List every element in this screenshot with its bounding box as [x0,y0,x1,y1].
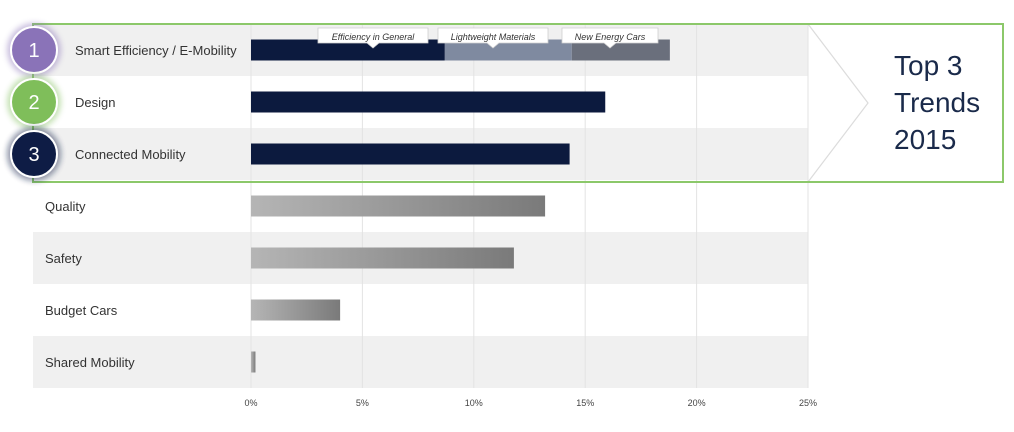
bar-segment-lightweight-materials [444,39,572,61]
title-line: Trends [894,87,980,118]
rank-number: 1 [28,40,39,62]
bar-quality [251,195,546,217]
bar-shared-mobility [251,351,256,373]
callout-bubble [437,27,549,49]
bar-segment-efficiency-in-general [251,39,445,61]
category-label: Budget Cars [45,303,118,318]
title-line: Top 3 [894,50,963,81]
rank-badge [10,78,58,126]
rank-number: 3 [28,144,39,166]
bar-connected-mobility [251,143,570,165]
bar-safety [251,247,514,269]
rank-badge [10,130,58,178]
category-label: Connected Mobility [75,147,186,162]
top3-highlight: Top 3 Trends 2015 1 2 3 [7,23,1004,183]
bar-segment-new-energy-cars [571,39,670,61]
bars [251,39,670,373]
tick-label: 20% [688,398,706,408]
tick-label: 15% [576,398,594,408]
tick-label: 0% [244,398,257,408]
category-label: Safety [45,251,82,266]
category-label: Smart Efficiency / E-Mobility [75,43,237,58]
arrow-chevron [807,23,869,183]
segment-callouts: Efficiency in General Lightweight Materia… [317,27,659,49]
bar-design [251,91,606,113]
tick-label: 10% [465,398,483,408]
callout-lightweight-materials: Lightweight Materials [437,27,549,49]
rank-number: 2 [28,92,39,114]
callout-label: New Energy Cars [575,32,646,42]
callout-label: Efficiency in General [332,32,416,42]
tick-label: 5% [356,398,369,408]
callout-efficiency-in-general: Efficiency in General [317,27,429,49]
tick-label: 25% [799,398,817,408]
category-label: Quality [45,199,86,214]
title-line: 2015 [894,124,956,155]
callout-new-energy-cars: New Energy Cars [561,27,659,49]
row-band [33,336,808,388]
callout-bubble [561,27,659,49]
bar-budget-cars [251,299,341,321]
category-label: Design [75,95,115,110]
callout-label: Lightweight Materials [451,32,536,42]
x-axis-ticks: 0% 5% 10% 15% 20% 25% [244,398,817,408]
rank-badge [10,26,58,74]
category-label: Shared Mobility [45,355,135,370]
title-panel [808,24,1003,182]
category-labels: Smart Efficiency / E-Mobility Design Conne… [45,43,237,370]
callout-bubble [317,27,429,49]
